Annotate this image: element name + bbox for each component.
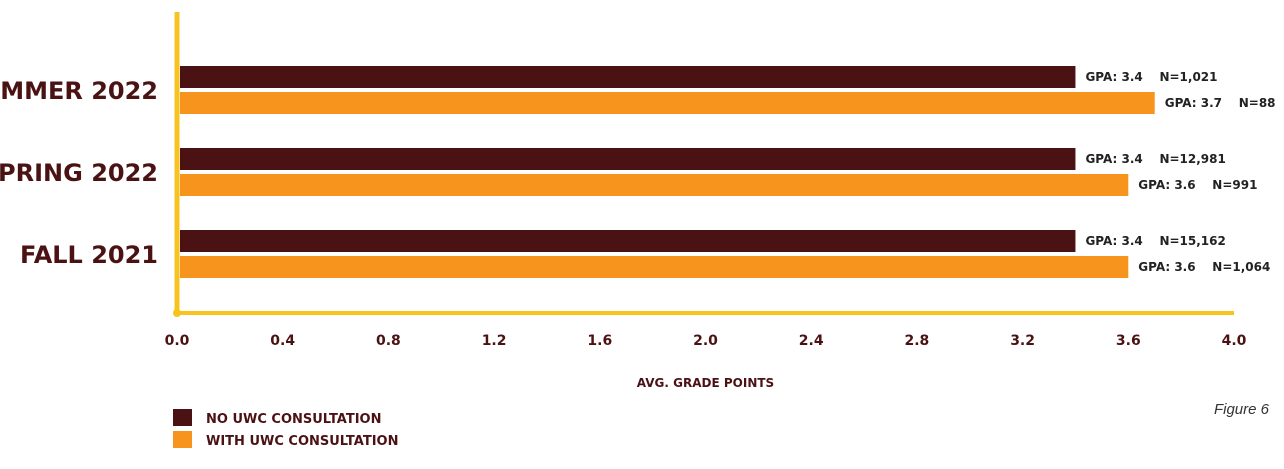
bar-gpa-label: GPA: 3.6 [1138,260,1195,274]
category-label: SUMMER 2022 [0,77,158,105]
bar-n-label: N=12,981 [1159,152,1225,166]
x-axis-title: AVG. GRADE POINTS [637,376,774,390]
legend-swatch [173,409,192,426]
legend-label: NO UWC CONSULTATION [206,412,382,427]
legend-swatch [173,431,192,448]
bar [180,230,1076,252]
bar-n-label: N=1,021 [1159,70,1217,84]
x-tick-label: 1.2 [482,333,507,349]
axis-origin-dot [173,309,181,317]
bar-gpa-label: GPA: 3.4 [1085,152,1142,166]
bar-gpa-label: GPA: 3.4 [1085,234,1142,248]
bar-n-label: N=991 [1212,178,1257,192]
legend-label: WITH UWC CONSULTATION [206,434,398,449]
bar-n-label: N=15,162 [1159,234,1225,248]
figure-caption: Figure 6 [1213,401,1269,418]
bar-gpa-label: GPA: 3.6 [1138,178,1195,192]
bar-n-label: N=1,064 [1212,260,1270,274]
category-label: SPRING 2022 [0,159,158,187]
x-tick-label: 3.2 [1010,333,1035,349]
x-tick-label: 3.6 [1116,333,1141,349]
category-label: FALL 2021 [20,241,158,269]
x-tick-label: 0.0 [165,333,190,349]
x-tick-label: 0.4 [270,333,295,349]
x-tick-label: 4.0 [1222,333,1247,349]
x-tick-label: 2.8 [904,333,929,349]
bar [180,174,1129,196]
x-tick-label: 1.6 [587,333,612,349]
bar [180,148,1076,170]
bar [180,66,1076,88]
bar-n-label: N=88 [1239,96,1276,110]
x-tick-label: 2.0 [693,333,718,349]
x-tick-label: 0.8 [376,333,401,349]
bar [180,92,1155,114]
bar-gpa-label: GPA: 3.4 [1085,70,1142,84]
x-tick-label: 2.4 [799,333,824,349]
bar [180,256,1129,278]
bar-gpa-label: GPA: 3.7 [1165,96,1222,110]
